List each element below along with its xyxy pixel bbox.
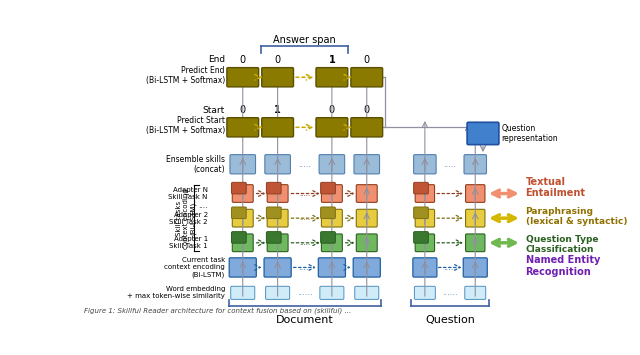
Text: ....: .... xyxy=(238,201,248,211)
FancyBboxPatch shape xyxy=(316,67,348,87)
Text: Adapter 2
Skill Task 2: Adapter 2 Skill Task 2 xyxy=(170,212,208,225)
FancyBboxPatch shape xyxy=(232,182,246,194)
Text: Ensemble skills
(concat): Ensemble skills (concat) xyxy=(166,154,225,174)
FancyBboxPatch shape xyxy=(229,258,256,277)
FancyBboxPatch shape xyxy=(356,234,377,252)
FancyBboxPatch shape xyxy=(351,118,383,137)
FancyBboxPatch shape xyxy=(467,122,499,144)
Text: End: End xyxy=(208,55,225,64)
Text: .....: ..... xyxy=(299,191,310,197)
FancyBboxPatch shape xyxy=(413,258,437,277)
Text: Current task
context encoding
(Bi-LSTM): Current task context encoding (Bi-LSTM) xyxy=(164,257,225,278)
FancyBboxPatch shape xyxy=(321,234,342,252)
FancyBboxPatch shape xyxy=(465,185,485,202)
FancyBboxPatch shape xyxy=(232,207,246,219)
Text: ......: ...... xyxy=(297,288,312,297)
FancyBboxPatch shape xyxy=(415,234,435,252)
Text: Question Type
Classification: Question Type Classification xyxy=(525,235,598,254)
FancyBboxPatch shape xyxy=(232,209,253,227)
FancyBboxPatch shape xyxy=(465,286,486,299)
FancyBboxPatch shape xyxy=(232,231,246,243)
FancyBboxPatch shape xyxy=(264,258,291,277)
Text: Start: Start xyxy=(203,106,225,115)
Text: Adapter N
Skill Task N: Adapter N Skill Task N xyxy=(168,187,208,200)
FancyBboxPatch shape xyxy=(230,155,255,174)
FancyBboxPatch shape xyxy=(463,258,487,277)
FancyBboxPatch shape xyxy=(413,231,428,243)
FancyBboxPatch shape xyxy=(354,155,380,174)
FancyBboxPatch shape xyxy=(266,231,281,243)
FancyBboxPatch shape xyxy=(415,185,435,202)
Text: Predict End
(Bi-LSTM + Softmax): Predict End (Bi-LSTM + Softmax) xyxy=(146,66,225,86)
Text: Paraphrasing
(lexical & syntactic): Paraphrasing (lexical & syntactic) xyxy=(525,207,627,226)
FancyBboxPatch shape xyxy=(321,185,342,202)
FancyBboxPatch shape xyxy=(353,258,380,277)
Text: .....: ..... xyxy=(298,160,311,169)
FancyBboxPatch shape xyxy=(266,207,281,219)
Text: Skill tasks
context encoding
(Bi-LSTM): Skill tasks context encoding (Bi-LSTM) xyxy=(176,188,196,248)
Text: .....: ..... xyxy=(444,263,456,272)
FancyBboxPatch shape xyxy=(413,155,436,174)
FancyBboxPatch shape xyxy=(351,67,383,87)
FancyBboxPatch shape xyxy=(356,209,377,227)
FancyBboxPatch shape xyxy=(413,182,428,194)
FancyBboxPatch shape xyxy=(262,67,294,87)
FancyBboxPatch shape xyxy=(267,209,288,227)
Text: Question: Question xyxy=(425,315,475,325)
Text: 0: 0 xyxy=(240,55,246,65)
FancyBboxPatch shape xyxy=(232,234,253,252)
Text: Answer span: Answer span xyxy=(273,35,336,45)
FancyBboxPatch shape xyxy=(262,118,294,137)
Text: ......: ...... xyxy=(442,288,458,297)
FancyBboxPatch shape xyxy=(227,67,259,87)
Text: .....: ..... xyxy=(299,215,310,221)
Text: Question
representation: Question representation xyxy=(502,124,558,143)
Text: 0: 0 xyxy=(275,55,281,65)
Text: Figure 1: Skillful Reader architecture for context fusion based on (skillful) ..: Figure 1: Skillful Reader architecture f… xyxy=(84,307,351,313)
FancyBboxPatch shape xyxy=(321,207,335,219)
FancyBboxPatch shape xyxy=(356,185,377,202)
Text: Adapter 1
Skill Task 1: Adapter 1 Skill Task 1 xyxy=(169,236,208,249)
FancyBboxPatch shape xyxy=(415,286,435,299)
FancyBboxPatch shape xyxy=(232,185,253,202)
FancyBboxPatch shape xyxy=(464,155,486,174)
Text: ....: .... xyxy=(198,201,208,211)
FancyBboxPatch shape xyxy=(355,286,379,299)
FancyBboxPatch shape xyxy=(318,258,346,277)
FancyBboxPatch shape xyxy=(321,182,335,194)
Text: .....: ..... xyxy=(298,263,311,272)
FancyBboxPatch shape xyxy=(316,118,348,137)
FancyBboxPatch shape xyxy=(465,209,485,227)
Text: 0: 0 xyxy=(364,105,370,115)
FancyBboxPatch shape xyxy=(267,185,288,202)
Text: Named Entity
Recognition: Named Entity Recognition xyxy=(525,255,600,277)
FancyBboxPatch shape xyxy=(231,286,255,299)
Text: ....: .... xyxy=(273,201,282,211)
FancyBboxPatch shape xyxy=(227,118,259,137)
Text: 0: 0 xyxy=(240,105,246,115)
Text: 0: 0 xyxy=(364,55,370,65)
FancyBboxPatch shape xyxy=(320,286,344,299)
Text: .....: ..... xyxy=(444,160,456,169)
Text: Predict Start
(Bi-LSTM + Softmax): Predict Start (Bi-LSTM + Softmax) xyxy=(146,116,225,136)
Text: Document: Document xyxy=(276,315,333,325)
Text: Textual
Entailment: Textual Entailment xyxy=(525,176,586,198)
Text: 0: 0 xyxy=(329,105,335,115)
Text: 1: 1 xyxy=(328,55,335,65)
FancyBboxPatch shape xyxy=(465,234,485,252)
Text: 1: 1 xyxy=(275,105,281,115)
FancyBboxPatch shape xyxy=(265,155,291,174)
Text: Word embedding
+ max token-wise similarity: Word embedding + max token-wise similari… xyxy=(127,286,225,299)
FancyBboxPatch shape xyxy=(319,155,345,174)
FancyBboxPatch shape xyxy=(267,234,288,252)
Text: .....: ..... xyxy=(299,240,310,246)
FancyBboxPatch shape xyxy=(266,286,290,299)
FancyBboxPatch shape xyxy=(413,207,428,219)
FancyBboxPatch shape xyxy=(321,231,335,243)
FancyBboxPatch shape xyxy=(321,209,342,227)
FancyBboxPatch shape xyxy=(415,209,435,227)
FancyBboxPatch shape xyxy=(266,182,281,194)
